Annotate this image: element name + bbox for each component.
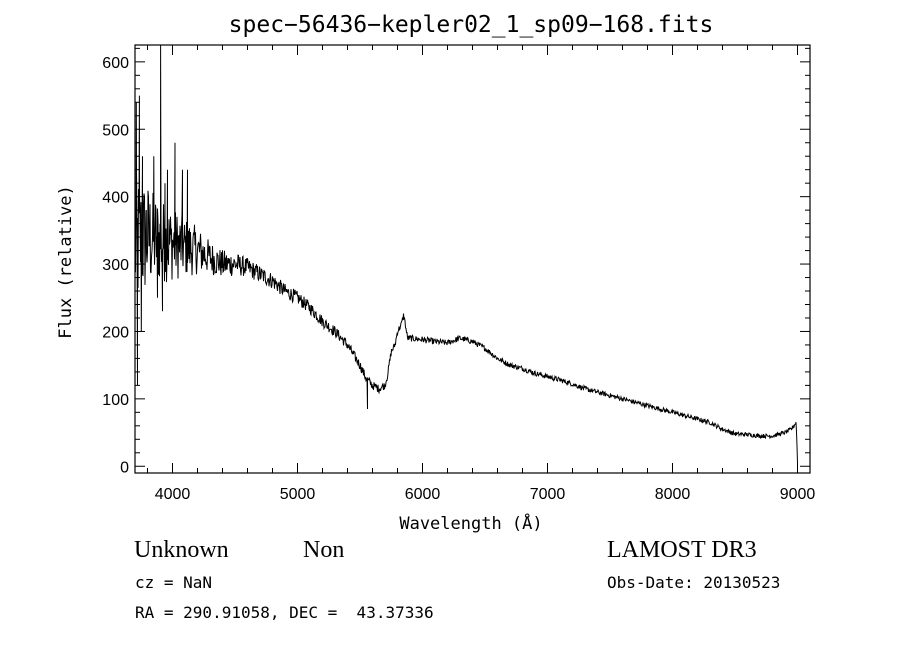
x-tick-label-8000: 8000: [655, 486, 691, 503]
chart-title: spec−56436−kepler02_1_sp09−168.fits: [229, 12, 714, 38]
y-tick-label-200: 200: [102, 324, 129, 341]
y-tick-label-400: 400: [102, 190, 129, 207]
y-axis-tick-labels: 0 100 200 300 400 500 600: [102, 55, 129, 476]
series-line-flux: [134, 44, 798, 464]
y-axis-ticks: [135, 47, 810, 467]
x-tick-label-5000: 5000: [280, 486, 316, 503]
series-group: [134, 44, 798, 464]
y-tick-label-0: 0: [120, 459, 129, 476]
x-axis-label: Wavelength (Å): [399, 512, 542, 534]
y-tick-label-600: 600: [102, 55, 129, 72]
redshift-label: cz = NaN: [135, 573, 213, 592]
plot-border: [134, 44, 811, 474]
subclass-label: Non: [303, 537, 345, 563]
x-tick-label-9000: 9000: [780, 486, 816, 503]
y-tick-label-500: 500: [102, 122, 129, 139]
x-axis-ticks: [147, 45, 798, 473]
x-axis-tick-labels: 4000 5000 6000 7000 8000 9000: [155, 486, 816, 503]
y-tick-label-100: 100: [102, 392, 129, 409]
object-class-label: Unknown: [134, 537, 229, 563]
plot-frame: [134, 44, 811, 474]
y-tick-label-300: 300: [102, 257, 129, 274]
x-tick-label-7000: 7000: [530, 486, 566, 503]
y-axis-label: Flux (relative): [56, 185, 76, 339]
obs-date-label: Obs-Date: 20130523: [607, 573, 781, 592]
x-tick-label-6000: 6000: [405, 486, 441, 503]
x-tick-label-4000: 4000: [155, 486, 191, 503]
survey-label: LAMOST DR3: [607, 537, 757, 563]
coordinates-label: RA = 290.91058, DEC = 43.37336: [135, 603, 434, 622]
